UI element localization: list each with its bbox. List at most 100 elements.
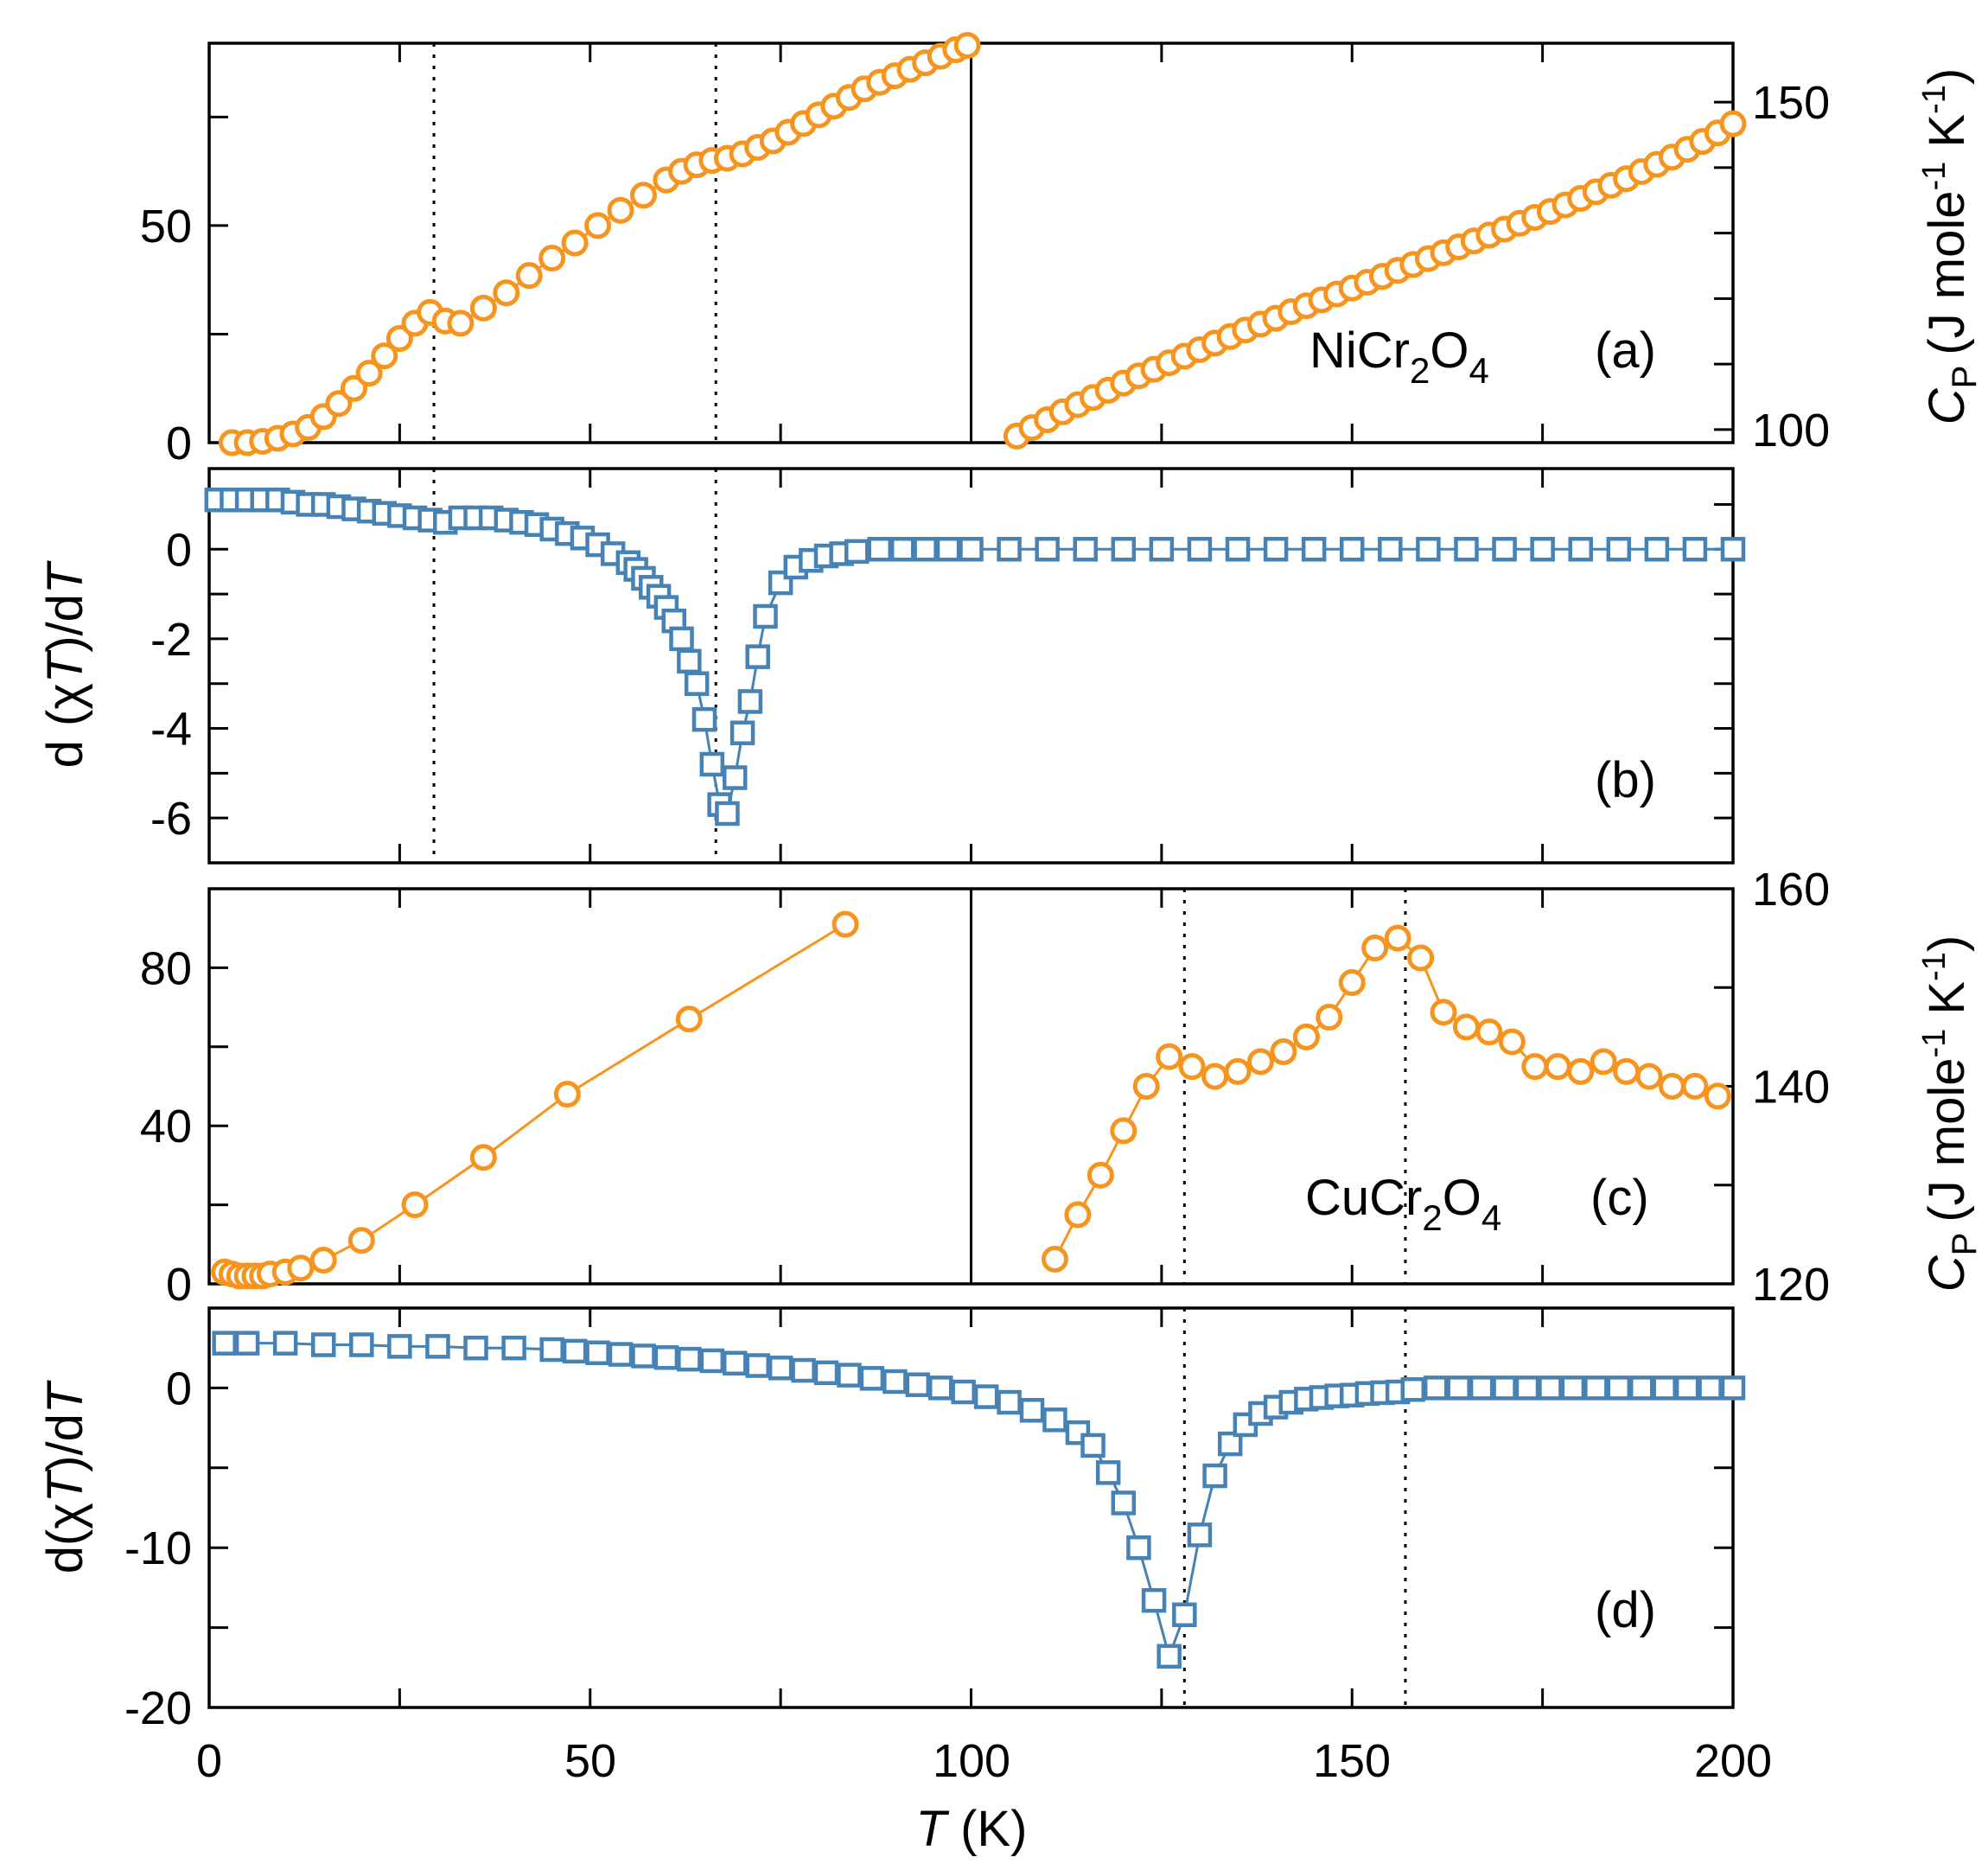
compound-label-c: CuCr2O4 <box>1305 1170 1501 1238</box>
compound-label-a: NiCr2O4 <box>1309 322 1489 391</box>
data-point <box>1225 537 1251 562</box>
data-point <box>1652 1375 1677 1401</box>
data-point <box>1126 1535 1151 1560</box>
y-tick-label: 40 <box>140 1101 192 1152</box>
data-point <box>1635 1063 1663 1090</box>
data-point <box>1064 1201 1092 1229</box>
data-point <box>1086 1161 1114 1189</box>
data-point <box>1530 537 1555 562</box>
data-point <box>447 310 475 337</box>
data-point <box>1178 1053 1206 1081</box>
y-tick-label: 80 <box>140 942 192 994</box>
data-point <box>837 1363 862 1388</box>
ylabel-b: d (χT)/dT <box>37 560 93 768</box>
data-point <box>1568 537 1593 562</box>
y-tick-label: 140 <box>1752 1062 1830 1114</box>
data-point <box>1475 1018 1503 1046</box>
data-point <box>1514 1375 1540 1401</box>
data-point <box>1378 537 1403 562</box>
data-point <box>310 1332 336 1357</box>
data-point <box>832 910 859 938</box>
data-point <box>745 644 770 669</box>
data-point <box>493 279 520 307</box>
data-point <box>791 1357 816 1383</box>
y-tick-label: 0 <box>166 1259 192 1311</box>
data-point <box>1521 1053 1549 1081</box>
data-point <box>385 324 413 352</box>
x-tick-label: 50 <box>564 1735 616 1787</box>
data-point <box>1149 537 1175 562</box>
data-point <box>1338 969 1366 997</box>
data-point <box>677 1346 702 1372</box>
data-point <box>1340 537 1365 562</box>
y-tick-label: 50 <box>140 201 192 252</box>
data-point <box>1095 1460 1121 1485</box>
right-ylabel-a: CP(J mole-1 K-1) <box>1916 68 1984 424</box>
right-ylabel-c: CP(J mole-1 K-1) <box>1916 935 1984 1292</box>
data-point <box>730 720 755 745</box>
data-point <box>212 1331 237 1356</box>
data-point <box>585 1340 610 1365</box>
data-point <box>1719 110 1747 137</box>
data-point <box>1301 537 1327 562</box>
data-point <box>347 1227 375 1254</box>
data-point <box>1263 537 1289 562</box>
data-point <box>1110 1117 1137 1145</box>
data-point <box>1384 924 1411 952</box>
data-point <box>1628 1375 1654 1401</box>
data-point <box>1704 1082 1731 1110</box>
data-point <box>539 1337 564 1363</box>
data-point <box>1492 1375 1517 1401</box>
data-point <box>349 1332 374 1357</box>
data-point <box>691 706 717 732</box>
data-point <box>469 294 497 322</box>
data-point <box>371 342 398 370</box>
panel-b: 0 -2 -4 -6 <box>150 467 1746 865</box>
data-point <box>1141 1587 1167 1613</box>
data-point <box>1416 537 1441 562</box>
data-point <box>1041 1245 1068 1273</box>
data-point <box>553 1081 581 1108</box>
x-tick-label: 200 <box>1694 1735 1772 1787</box>
data-point <box>1720 1375 1746 1401</box>
y-tick-label: 0 <box>166 418 192 469</box>
data-point <box>1042 1407 1067 1433</box>
y-tick-label: -2 <box>150 614 192 666</box>
data-point <box>1035 537 1060 562</box>
data-point <box>935 537 961 562</box>
data-point <box>1583 1375 1609 1401</box>
y-tick-label: -10 <box>124 1522 192 1574</box>
data-point <box>1682 537 1708 562</box>
data-point <box>1202 1463 1227 1489</box>
data-point <box>1469 1375 1494 1401</box>
data-point <box>1644 537 1670 562</box>
y-tick-label: 0 <box>166 524 192 576</box>
data-point <box>1446 1375 1471 1401</box>
y-tick-label: 160 <box>1752 864 1830 916</box>
y-tick-label: 100 <box>1752 405 1830 456</box>
data-point <box>1224 1057 1252 1085</box>
data-point <box>1270 1038 1297 1066</box>
y-tick-label: -20 <box>124 1682 192 1734</box>
data-point <box>859 1366 885 1391</box>
data-point <box>997 537 1022 562</box>
data-point <box>844 539 870 565</box>
data-point <box>951 1379 976 1405</box>
data-point <box>501 1335 526 1361</box>
data-point <box>745 1353 770 1378</box>
data-point <box>584 212 612 239</box>
x-tick-labels: 0 50 100 150 200 <box>196 1735 1772 1787</box>
data-point <box>753 603 778 629</box>
data-point <box>1187 1522 1213 1548</box>
data-point <box>629 182 657 209</box>
data-point <box>813 1360 839 1386</box>
data-point <box>234 1331 260 1356</box>
y-tick-label: 120 <box>1752 1259 1830 1311</box>
data-point <box>1423 1375 1449 1401</box>
data-point <box>1111 537 1137 562</box>
y-tick-label: -6 <box>150 793 192 845</box>
panel-a: 0 50 100 150 <box>140 32 1830 469</box>
data-point <box>1544 1053 1571 1081</box>
data-point <box>722 765 748 790</box>
